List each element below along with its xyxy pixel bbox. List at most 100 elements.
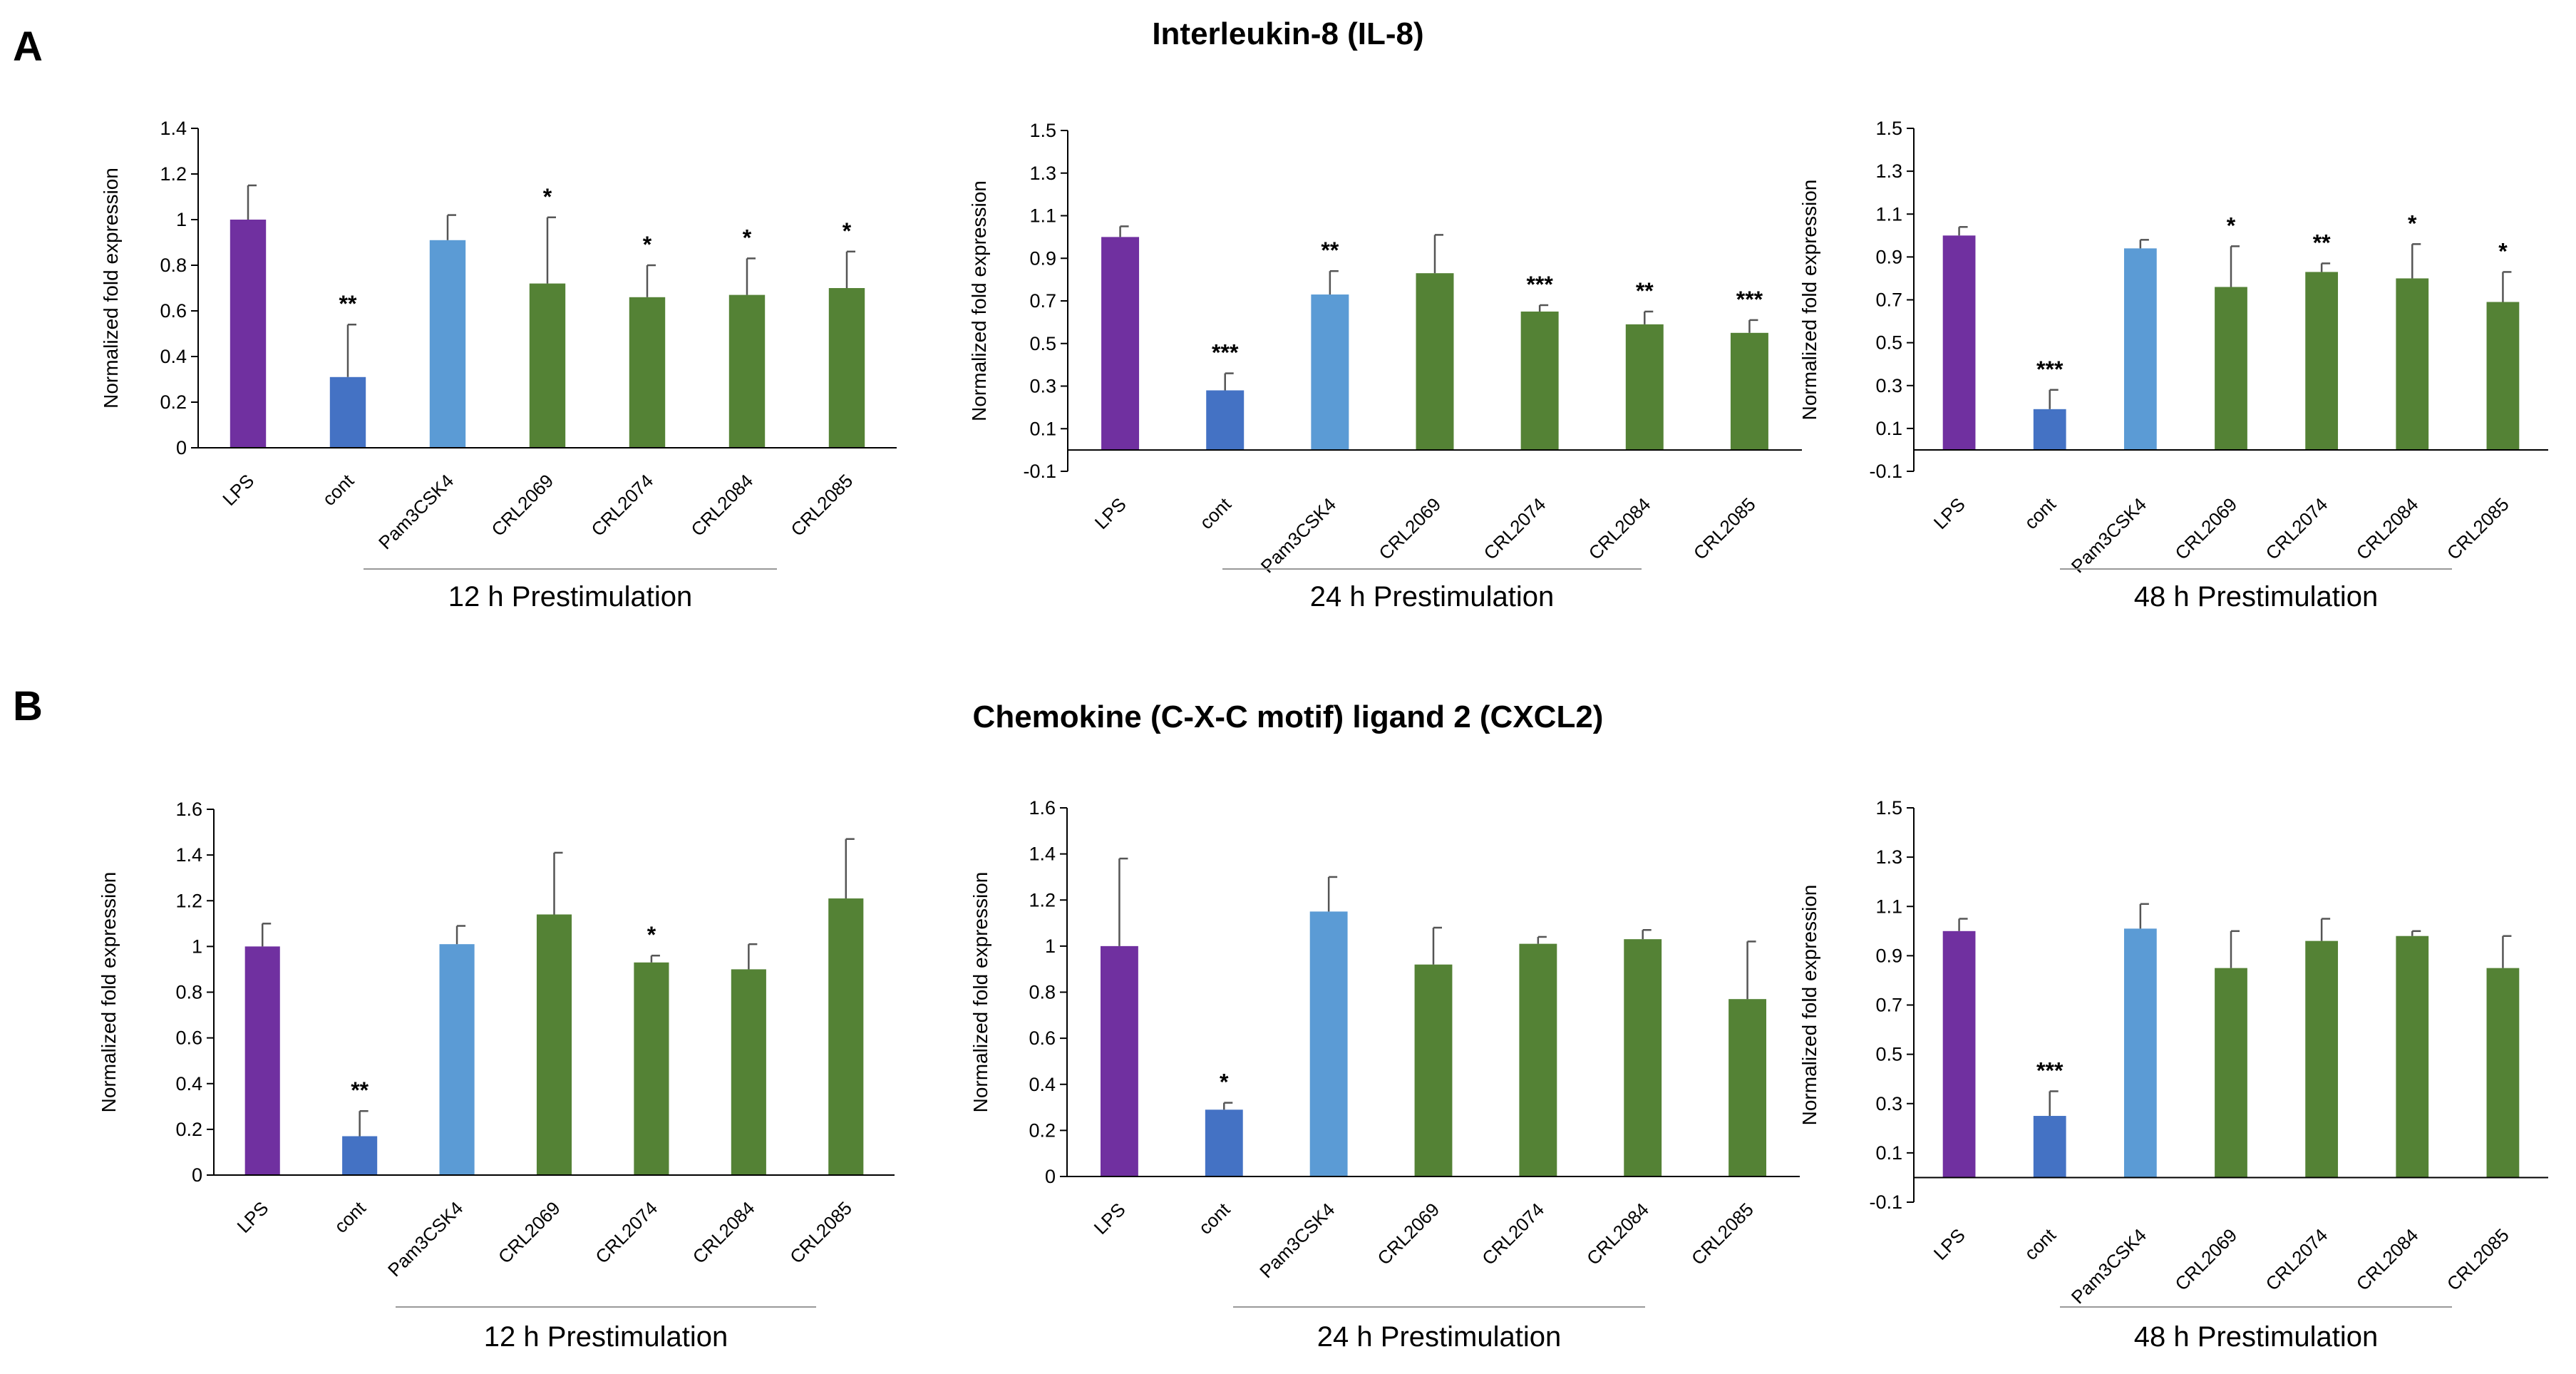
significance-marker: ** (1321, 237, 1339, 263)
bar-pam3csk4 (1309, 911, 1348, 1176)
category-label: CRL2074 (2261, 1224, 2332, 1295)
category-label: CRL2074 (1479, 493, 1550, 564)
category-label: CRL2084 (1582, 1199, 1653, 1269)
significance-marker: * (543, 184, 552, 210)
category-label: LPS (1930, 1224, 1969, 1264)
category-label: Pam3CSK4 (383, 1197, 467, 1281)
y-tick-label: 1.3 (1875, 846, 1902, 868)
y-tick-label: 1.2 (1029, 889, 1056, 911)
bar-crl2069 (1416, 273, 1454, 451)
category-label: cont (2020, 493, 2061, 533)
y-tick-label: 1.2 (175, 890, 202, 911)
y-tick-label: 0.7 (1875, 995, 1902, 1016)
category-label: CRL2084 (1585, 493, 1655, 564)
y-tick-label: 0.3 (1875, 375, 1902, 396)
category-label: Pam3CSK4 (1257, 493, 1340, 577)
y-tick-label: 1.3 (1029, 163, 1056, 184)
significance-marker: ** (351, 1077, 369, 1103)
y-tick-label: 0.1 (1875, 418, 1902, 439)
y-tick-label: 1.5 (1029, 120, 1056, 141)
bar-crl2085 (2486, 302, 2520, 450)
bar-pam3csk4 (1311, 294, 1349, 451)
bar-crl2069 (536, 914, 572, 1175)
group-label: 48 h Prestimulation (2134, 1321, 2378, 1353)
y-tick-label: 1.5 (1875, 118, 1902, 139)
y-tick-label: 1.1 (1029, 205, 1056, 227)
bar-crl2085 (2486, 968, 2520, 1178)
category-label: CRL2074 (1478, 1199, 1548, 1269)
chart-3: -0.1 0.1 0.3 0.5 0.7 0.9 1.1 1.3 1.5 Normalized f… (1798, 118, 2548, 612)
category-label: cont (1195, 493, 1236, 533)
category-label: LPS (1090, 1199, 1130, 1239)
group-label: 12 h Prestimulation (448, 581, 692, 612)
category-label: CRL2085 (2443, 493, 2513, 564)
group-label: 24 h Prestimulation (1310, 581, 1554, 612)
significance-marker: *** (1526, 272, 1553, 297)
category-label: CRL2069 (1374, 493, 1445, 564)
y-tick-label: 0.4 (160, 346, 187, 367)
y-axis-label: Normalized fold expression (968, 180, 990, 421)
significance-marker: * (643, 232, 652, 257)
y-tick-label: 1.4 (1029, 844, 1056, 865)
bar-cont (342, 1136, 378, 1175)
y-tick-label: 0.5 (1029, 333, 1056, 354)
y-tick-label: 0.9 (1875, 246, 1902, 267)
y-tick-label: 1.5 (1875, 797, 1902, 819)
bar-crl2069 (529, 283, 566, 448)
y-tick-label: 0.8 (175, 982, 202, 1003)
y-tick-label: 0 (192, 1164, 202, 1186)
y-tick-label: 0.8 (1029, 982, 1056, 1003)
y-tick-label: 1 (176, 209, 187, 230)
significance-marker: ** (1636, 278, 1654, 304)
bar-lps (230, 220, 267, 448)
bar-lps (1100, 945, 1138, 1176)
category-label: LPS (218, 470, 258, 510)
y-tick-label: 0.8 (160, 255, 187, 276)
bar-crl2084 (1624, 939, 1662, 1176)
category-label: LPS (232, 1197, 272, 1237)
significance-marker: ** (339, 291, 357, 317)
significance-marker: * (2227, 212, 2236, 238)
category-label: cont (1195, 1198, 1235, 1239)
category-label: cont (318, 469, 359, 510)
significance-marker: * (2408, 210, 2417, 236)
chart-2: -0.1 0.1 0.3 0.5 0.7 0.9 1.1 1.3 1.5 Normalized f… (968, 120, 1802, 612)
bar-crl2084 (2396, 278, 2429, 450)
bar-lps (1942, 235, 1976, 450)
bar-crl2074 (2305, 940, 2339, 1178)
significance-marker: ** (2313, 230, 2331, 255)
y-tick-label: 0.3 (1875, 1093, 1902, 1114)
category-label: LPS (1930, 493, 1969, 533)
significance-marker: * (1220, 1070, 1229, 1095)
bar-crl2084 (728, 294, 766, 448)
group-label: 12 h Prestimulation (484, 1321, 728, 1353)
category-label: CRL2084 (2352, 493, 2423, 564)
y-tick-label: 1.4 (175, 844, 202, 866)
panel-a-letter: A (13, 24, 43, 70)
category-label: cont (2020, 1224, 2061, 1264)
category-label: CRL2074 (591, 1197, 661, 1268)
category-label: CRL2085 (1689, 493, 1760, 564)
y-axis-label: Normalized fold expression (1798, 885, 1820, 1126)
y-tick-label: 0.9 (1029, 247, 1056, 269)
y-tick-label: 0.9 (1875, 945, 1902, 966)
bar-cont (2033, 409, 2066, 450)
y-tick-label: 1.3 (1875, 160, 1902, 182)
bar-crl2069 (2215, 287, 2247, 450)
y-tick-label: 0.4 (175, 1073, 202, 1094)
panel-a-title: Interleukin-8 (IL-8) (1152, 16, 1423, 51)
category-label: CRL2084 (2352, 1224, 2423, 1295)
bar-cont (1206, 390, 1245, 451)
category-label: LPS (1091, 493, 1130, 533)
category-label: CRL2085 (785, 1197, 856, 1268)
y-tick-label: 0.5 (1875, 1044, 1902, 1065)
bar-crl2085 (1729, 999, 1767, 1176)
panel-b-title: Chemokine (C-X-C motif) ligand 2 (CXCL2) (973, 699, 1604, 734)
y-tick-label: 0.6 (175, 1027, 202, 1049)
y-tick-label: 0.7 (1875, 289, 1902, 311)
category-label: Pam3CSK4 (2067, 493, 2150, 577)
category-label: CRL2069 (494, 1197, 565, 1268)
y-axis-label: Normalized fold expression (969, 872, 991, 1113)
bar-crl2084 (2396, 935, 2429, 1178)
